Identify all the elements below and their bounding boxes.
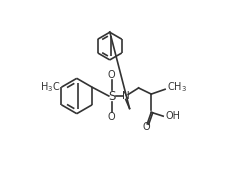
Text: H$_3$C: H$_3$C [40, 80, 60, 94]
Text: OH: OH [166, 111, 181, 121]
Text: O: O [142, 122, 150, 132]
Text: N: N [122, 91, 130, 101]
Text: O: O [108, 112, 115, 122]
Text: S: S [108, 89, 115, 103]
Text: CH$_3$: CH$_3$ [167, 80, 187, 94]
Text: O: O [108, 70, 115, 80]
